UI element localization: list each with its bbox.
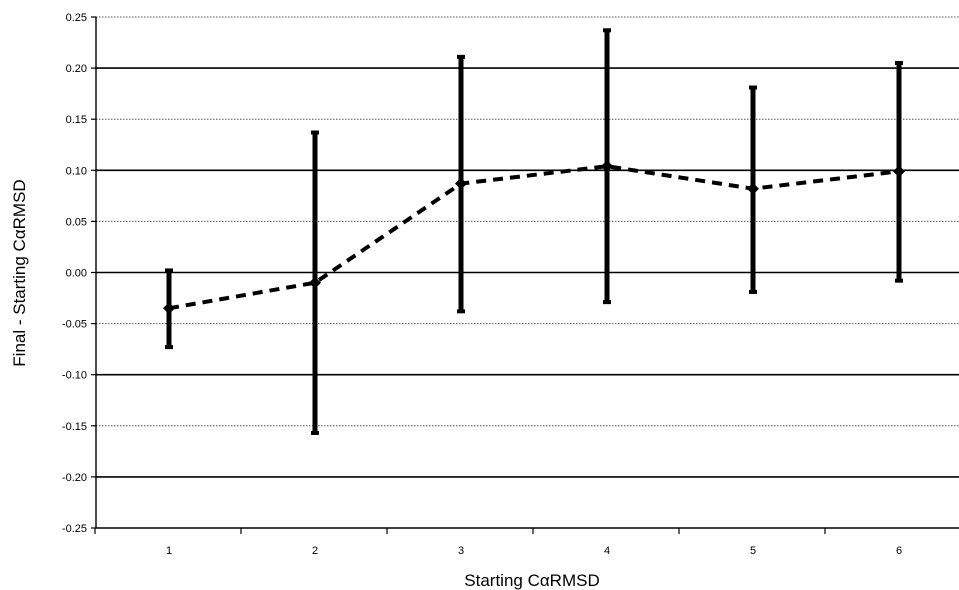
data-point [601,160,613,173]
x-axis-title: Starting CαRMSD [464,571,599,590]
grid-lines [96,16,959,478]
data-point [893,165,905,178]
x-tick-label: 5 [750,545,756,557]
y-tick-label: 0.20 [66,63,87,75]
y-axis-title: Final - Starting CαRMSD [10,179,29,366]
y-tick-label: 0.25 [66,12,87,24]
y-tick-label: -0.15 [62,421,87,433]
data-points [163,160,905,315]
y-tick-label: -0.05 [62,319,87,331]
x-tick-label: 4 [604,545,610,557]
y-tick-label: 0.00 [66,268,87,280]
x-tick-label: 2 [312,545,318,557]
data-point [309,276,321,289]
y-tick-label: 0.15 [66,114,87,126]
y-tick-label: -0.10 [62,370,87,382]
x-tick-label: 1 [166,545,172,557]
y-tick-label: -0.20 [62,472,87,484]
y-tick-label: -0.25 [62,523,87,535]
data-point [163,302,175,315]
y-tick-label: 0.10 [66,165,87,177]
data-point [747,182,759,195]
x-tick-label: 3 [458,545,464,557]
data-point [455,177,467,190]
y-tick-label: 0.05 [66,216,87,228]
axes [91,16,959,534]
series-mean-line [168,164,900,311]
y-tick-labels: 0.25 0.20 0.15 0.10 0.05 0.00 -0.05 -0.10 -0.15 -… [62,12,87,535]
x-tick-label: 6 [896,545,902,557]
error-bars [165,28,903,435]
series-line [168,164,900,311]
x-tick-labels: 1 2 3 4 5 6 [166,545,902,557]
